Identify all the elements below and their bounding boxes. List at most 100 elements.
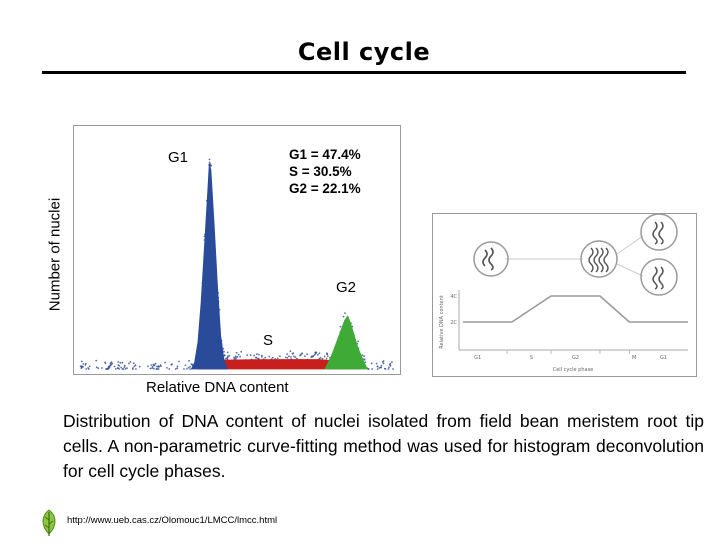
cycle-x-tick-label: S [530, 355, 533, 361]
scatter-point [239, 355, 242, 358]
scatter-point [191, 363, 193, 366]
title-divider [42, 71, 686, 74]
scatter-point [223, 350, 225, 353]
daughter-cell-top-icon [640, 214, 678, 251]
scatter-point [255, 356, 258, 359]
scatter-point [271, 356, 274, 359]
scatter-point [364, 361, 367, 364]
scatter-point [235, 356, 237, 359]
scatter-point [95, 359, 98, 362]
scatter-point [166, 367, 168, 369]
scatter-point [342, 315, 345, 318]
scatter-point [306, 353, 308, 356]
dna-histogram-plot [79, 158, 394, 370]
scatter-point [88, 365, 91, 368]
scatter-point [288, 355, 290, 358]
scatter-point [371, 368, 373, 370]
scatter-point [326, 355, 329, 357]
stat-s: S = 30.5% [289, 164, 352, 179]
slide-title: Cell cycle [297, 38, 431, 66]
connector-line [616, 263, 644, 277]
scatter-point [318, 352, 321, 355]
scatter-point [392, 368, 394, 370]
scatter-point [304, 355, 306, 357]
scatter-point [117, 361, 120, 363]
scatter-point [138, 365, 141, 368]
scatter-point [157, 368, 160, 370]
scatter-point [226, 356, 229, 359]
scatter-point [114, 368, 117, 370]
cycle-x-tick-label: G2 [572, 355, 579, 361]
scatter-point [317, 354, 319, 356]
scatter-point [97, 367, 100, 370]
scatter-point [154, 362, 157, 365]
scatter-point [170, 363, 173, 366]
scatter-point [361, 354, 364, 356]
scatter-point [113, 365, 116, 368]
cycle-x-tick-label: G1 [474, 355, 481, 361]
scatter-point [375, 362, 378, 365]
scatter-point [82, 363, 85, 365]
scatter-point [147, 365, 149, 368]
scatter-point [286, 357, 289, 359]
scatter-point [246, 354, 249, 356]
scatter-point [118, 368, 121, 370]
scatter-point [292, 352, 295, 355]
scatter-point [176, 367, 179, 370]
phase-percentages: G1 = 47.4% S = 30.5% G2 = 22.1% [289, 146, 361, 197]
scatter-point [104, 362, 107, 364]
scatter-point [110, 361, 113, 363]
scatter-point [235, 357, 237, 360]
scatter-point [151, 367, 153, 369]
scatter-point [126, 367, 128, 369]
scatter-point [121, 368, 124, 370]
daughter-cell-bottom-icon [640, 258, 678, 296]
scatter-point [183, 368, 185, 370]
scatter-point [228, 354, 231, 357]
scatter-point [382, 362, 385, 365]
scatter-point [380, 364, 383, 367]
scatter-point [108, 366, 111, 369]
scatter-point [111, 362, 114, 365]
scatter-point [157, 365, 160, 368]
scatter-point [258, 353, 260, 356]
scatter-point [296, 357, 298, 360]
cycle-x-label: Cell cycle phase [553, 367, 594, 373]
scatter-point [235, 351, 238, 354]
leaf-logo-icon [42, 509, 56, 536]
scatter-point [121, 361, 124, 364]
scatter-point [129, 361, 132, 363]
scatter-point [256, 357, 259, 360]
scatter-point [367, 368, 370, 370]
y-axis-label: Number of nuclei [46, 197, 64, 312]
scatter-point [314, 353, 317, 355]
scatter-point [240, 350, 243, 353]
scatter-point [188, 359, 190, 362]
scatter-point [123, 366, 126, 369]
scatter-point [95, 366, 98, 369]
scatter-point [132, 362, 135, 365]
scatter-point [160, 365, 162, 367]
peak-label-g2: G2 [336, 279, 357, 296]
scatter-point [253, 354, 256, 357]
scatter-point [101, 367, 103, 369]
scatter-point [261, 356, 263, 358]
scatter-point [363, 355, 365, 358]
scatter-point [289, 356, 292, 358]
scatter-point [133, 365, 136, 368]
scatter-point [149, 367, 152, 370]
stat-g1: G1 = 47.4% [289, 147, 361, 162]
series-area-g2 [324, 315, 369, 370]
scatter-point [376, 365, 379, 368]
scatter-point [314, 351, 317, 354]
scatter-point [150, 364, 153, 366]
scatter-point [286, 353, 289, 355]
scatter-point [155, 368, 158, 370]
scatter-point [285, 356, 287, 359]
scatter-point [363, 358, 366, 361]
x-axis-label: Relative DNA content [146, 379, 289, 396]
source-link[interactable]: http://www.ueb.cas.cz/Olomouc1/LMCC/lmcc… [67, 515, 278, 526]
scatter-point [268, 355, 271, 358]
scatter-point [128, 362, 130, 365]
scatter-point [223, 354, 226, 357]
